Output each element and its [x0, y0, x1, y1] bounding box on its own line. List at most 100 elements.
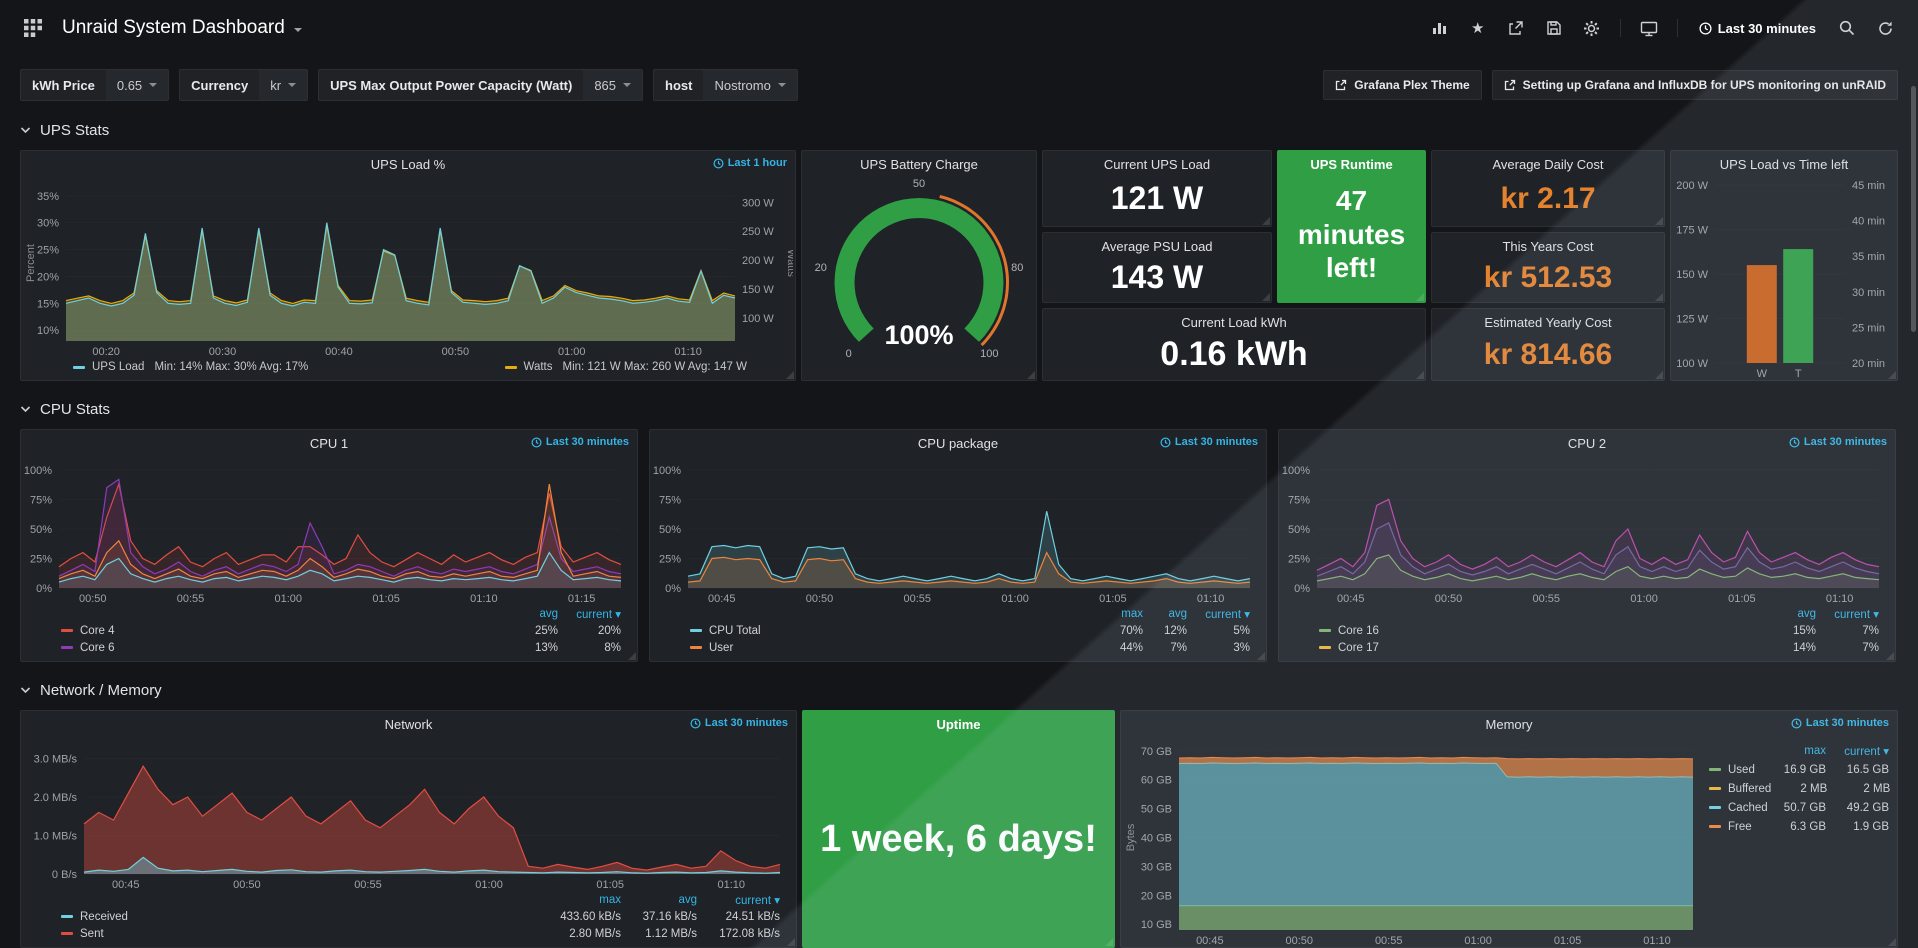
- section-cpu-stats[interactable]: CPU Stats: [20, 395, 1898, 423]
- svg-text:00:50: 00:50: [806, 593, 834, 605]
- kiosk-mode-icon[interactable]: [1634, 15, 1664, 41]
- svg-text:40 min: 40 min: [1852, 216, 1885, 228]
- dash-link-grafana-plex-theme[interactable]: Grafana Plex Theme: [1323, 70, 1482, 100]
- svg-text:01:05: 01:05: [596, 879, 624, 891]
- legend-sort-avg[interactable]: avg: [539, 607, 558, 620]
- svg-text:200 W: 200 W: [742, 255, 774, 267]
- legend-item[interactable]: UPS Load Min: 14% Max: 30% Avg: 17%: [73, 361, 308, 373]
- legend-sort-avg[interactable]: avg: [1168, 607, 1187, 620]
- panel-title-uptime[interactable]: Uptime: [936, 716, 981, 732]
- panel-title-battery[interactable]: UPS Battery Charge: [860, 156, 978, 172]
- var-value: 865: [594, 77, 617, 93]
- legend-row[interactable]: Cached 50.7 GB 49.2 GB: [1709, 798, 1889, 817]
- chevron-down-icon: [20, 404, 31, 414]
- legend-sort-current[interactable]: current ▾: [1834, 608, 1879, 621]
- panel-time-override: Last 30 minutes: [1160, 436, 1258, 448]
- panel-time-override: Last 30 minutes: [1791, 717, 1889, 729]
- legend-row[interactable]: CPU Total 70% 12% 5%: [690, 622, 1250, 639]
- legend-sort-current[interactable]: current ▾: [735, 894, 780, 907]
- legend-row[interactable]: Core 17 14% 7%: [1319, 639, 1879, 656]
- legend-sort-max[interactable]: max: [599, 893, 621, 906]
- legend-row[interactable]: Received 433.60 kB/s 37.16 kB/s 24.51 kB/s: [61, 908, 780, 925]
- legend-sort-current[interactable]: current ▾: [1844, 745, 1889, 758]
- panel-network: Network Last 30 minutes 0 B/s 1.0 MB/s 2.0…: [20, 710, 797, 948]
- svg-text:00:45: 00:45: [112, 879, 140, 891]
- panel-title-estimated-yearly-cost[interactable]: Estimated Yearly Cost: [1484, 314, 1612, 330]
- panel-title-current-load-kwh[interactable]: Current Load kWh: [1181, 314, 1287, 330]
- var-kwh-price[interactable]: kWh Price 0.65: [20, 69, 170, 101]
- battery-gauge[interactable]: 0 20 50 80 100 100%: [804, 177, 1034, 380]
- ups-load-vs-time-chart[interactable]: 100 W 125 W 150 W 175 W 200 W 20 min 25 min 30 …: [1673, 177, 1895, 380]
- panel-title-cpu-package[interactable]: CPU package: [917, 435, 999, 451]
- legend-row[interactable]: Sent 2.80 MB/s 1.12 MB/s 172.08 kB/s: [61, 925, 780, 942]
- memory-legend: max current ▾ Used 16.9 GB 16.5 GB Buffered 2 …: [1709, 737, 1897, 947]
- var-ups-max-output[interactable]: UPS Max Output Power Capacity (Watt) 865: [318, 69, 644, 101]
- scrollbar-thumb[interactable]: [1911, 86, 1916, 332]
- svg-text:W: W: [1757, 368, 1768, 380]
- svg-text:125 W: 125 W: [1676, 314, 1708, 326]
- legend-sort-avg[interactable]: avg: [1797, 607, 1816, 620]
- panel-title-cpu-2[interactable]: CPU 2: [1567, 435, 1607, 451]
- legend-row[interactable]: Free 6.3 GB 1.9 GB: [1709, 817, 1889, 836]
- legend-sort-max[interactable]: max: [1121, 607, 1143, 620]
- panel-title-ups-load-vs-time[interactable]: UPS Load vs Time left: [1719, 156, 1849, 172]
- var-value: 0.65: [116, 77, 143, 93]
- panel-title-cpu-1[interactable]: CPU 1: [309, 435, 349, 451]
- panel-title-memory[interactable]: Memory: [1485, 716, 1533, 732]
- network-chart[interactable]: 0 B/s 1.0 MB/s 2.0 MB/s 3.0 MB/s 00:45 00:50 0…: [23, 737, 794, 891]
- settings-gear-icon[interactable]: [1577, 15, 1607, 41]
- panel-title-ups-runtime[interactable]: UPS Runtime: [1310, 156, 1393, 172]
- svg-text:00:55: 00:55: [354, 879, 382, 891]
- panel-title-network[interactable]: Network: [384, 716, 433, 732]
- svg-text:20 min: 20 min: [1852, 358, 1885, 370]
- cpu-1-chart[interactable]: 0% 25% 50% 75% 100% 00:50 00:55 01:00 01:05 01:10…: [23, 456, 635, 605]
- panel-title-ups-load[interactable]: UPS Load %: [370, 156, 446, 172]
- star-icon[interactable]: ★: [1471, 19, 1485, 37]
- svg-text:75%: 75%: [30, 494, 52, 506]
- panel-memory: Memory Last 30 minutes 10 GB 20 GB 30 GB 40…: [1120, 710, 1898, 948]
- section-ups-stats[interactable]: UPS Stats: [20, 116, 1898, 144]
- ups-load-chart[interactable]: 10% 15% 20% 25% 30% 35% 100 W 150 W 200 W 250 W 30…: [23, 177, 793, 358]
- memory-chart[interactable]: 10 GB 20 GB 30 GB 40 GB 50 GB 60 GB 70 GB Bytes…: [1123, 737, 1707, 947]
- time-range-picker[interactable]: Last 30 minutes: [1691, 17, 1824, 40]
- legend-item[interactable]: Watts Min: 121 W Max: 260 W Avg: 147 W: [504, 361, 747, 373]
- svg-text:20%: 20%: [37, 271, 59, 283]
- dashboard-title-picker[interactable]: Unraid System Dashboard: [62, 17, 302, 39]
- row-ups-stats: UPS Load % Last 1 hour 10% 15% 20% 25% 30% 35…: [0, 150, 1918, 381]
- legend-row[interactable]: Core 6 13% 8%: [61, 639, 621, 656]
- legend-sort-current[interactable]: current ▾: [576, 608, 621, 621]
- svg-text:10 GB: 10 GB: [1141, 919, 1172, 931]
- cpu-package-chart[interactable]: 0% 25% 50% 75% 100% 00:45 00:50 00:55 01:00 01:05…: [652, 456, 1264, 605]
- svg-text:00:55: 00:55: [1375, 935, 1403, 947]
- panel-title-average-psu-load[interactable]: Average PSU Load: [1101, 238, 1213, 254]
- grafana-menu-icon[interactable]: [18, 15, 48, 41]
- cpu-2-chart[interactable]: 0% 25% 50% 75% 100% 00:45 00:50 00:55 01:00 01:05…: [1281, 456, 1893, 605]
- dash-link-ups-monitoring-guide[interactable]: Setting up Grafana and InfluxDB for UPS …: [1491, 70, 1898, 100]
- legend-sort-max[interactable]: max: [1804, 744, 1826, 757]
- legend-row[interactable]: Core 4 25% 20%: [61, 622, 621, 639]
- legend-row[interactable]: Buffered 2 MB 2 MB: [1709, 779, 1890, 798]
- panel-current-ups-load: Current UPS Load 121 W: [1042, 150, 1272, 227]
- legend-row[interactable]: Used 16.9 GB 16.5 GB: [1709, 760, 1889, 779]
- svg-text:00:40: 00:40: [325, 346, 353, 358]
- panel-title-average-daily-cost[interactable]: Average Daily Cost: [1492, 156, 1604, 172]
- refresh-icon[interactable]: [1870, 15, 1900, 41]
- panel-title-current-ups-load[interactable]: Current UPS Load: [1103, 156, 1211, 172]
- section-network-memory[interactable]: Network / Memory: [20, 676, 1898, 704]
- var-host[interactable]: host Nostromo: [653, 69, 798, 101]
- add-panel-icon[interactable]: [1425, 15, 1455, 41]
- legend-row[interactable]: Core 16 15% 7%: [1319, 622, 1879, 639]
- share-icon[interactable]: [1501, 15, 1531, 41]
- svg-text:00:50: 00:50: [233, 879, 261, 891]
- search-icon[interactable]: [1832, 15, 1862, 41]
- legend-sort-avg[interactable]: avg: [678, 893, 697, 906]
- panel-title-this-years-cost[interactable]: This Years Cost: [1502, 238, 1594, 254]
- save-icon[interactable]: [1539, 15, 1569, 41]
- legend-sort-current[interactable]: current ▾: [1205, 608, 1250, 621]
- legend-row[interactable]: User 44% 7% 3%: [690, 639, 1250, 656]
- section-title: CPU Stats: [40, 400, 111, 418]
- chevron-down-icon: [20, 685, 31, 695]
- svg-text:40 GB: 40 GB: [1141, 833, 1172, 845]
- svg-text:150 W: 150 W: [1676, 269, 1708, 281]
- var-currency[interactable]: Currency kr: [179, 69, 309, 101]
